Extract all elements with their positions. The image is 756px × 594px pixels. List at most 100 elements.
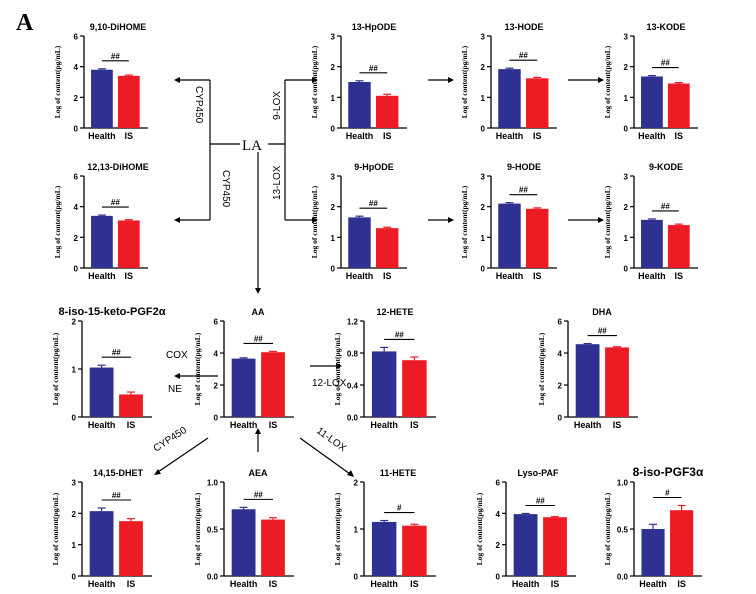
bar-health xyxy=(575,344,600,417)
y-axis-label: Log of content(pg/mL) xyxy=(460,185,469,258)
bar-is xyxy=(119,521,143,576)
chart-title: 9-HODE xyxy=(507,162,541,172)
x-tick-label: IS xyxy=(383,131,392,141)
lox13-label: 13-LOX xyxy=(272,165,283,200)
chart-lyso-paf: Lyso-PAF 0 2 4 6 Log of content(pg/mL) Health I… xyxy=(475,468,576,589)
arrow-aa-to-1415dhet xyxy=(157,437,209,473)
y-tick-label: 3 xyxy=(481,33,486,42)
significance-label: ## xyxy=(369,64,378,73)
y-tick-label: 3 xyxy=(72,479,77,488)
y-tick-label: 6 xyxy=(214,318,219,327)
y-tick-label: 1 xyxy=(331,94,336,103)
y-tick-label: 6 xyxy=(496,479,501,488)
x-tick-label: Health xyxy=(88,420,116,430)
bar-is xyxy=(670,510,694,576)
y-tick-label: 3 xyxy=(624,173,629,182)
bar-health xyxy=(498,203,521,268)
chart-9-hpode: 9-HpODE 0 1 2 3 Log of content(pg/mL) Health IS… xyxy=(310,162,407,281)
significance-label: ## xyxy=(111,198,120,207)
y-tick-label: 0 xyxy=(331,125,336,134)
y-tick-label: 0.8 xyxy=(347,350,359,359)
significance-label: ## xyxy=(112,348,121,357)
x-tick-label: IS xyxy=(613,420,622,430)
x-tick-label: Health xyxy=(512,579,540,589)
y-tick-label: 4 xyxy=(74,63,79,72)
significance-label: ## xyxy=(536,496,545,505)
panel-label: A xyxy=(16,10,34,36)
y-tick-label: 2 xyxy=(331,63,336,72)
lox9-label: 9-LOX xyxy=(272,91,283,120)
chart-14-15-dhet: 14,15-DHET 0 1 2 3 Log of content(pg/mL) Healt… xyxy=(51,468,152,589)
y-axis-label: Log of content(pg/mL) xyxy=(51,332,60,405)
y-axis-label: Log of content(pg/mL) xyxy=(193,332,202,405)
chart-title: 13-HpODE xyxy=(352,22,397,32)
chart-title: 12-HETE xyxy=(376,307,413,317)
x-tick-label: IS xyxy=(675,271,684,281)
x-tick-label: Health xyxy=(230,579,258,589)
chart-aa: AA 0 2 4 6 Log of content(pg/mL) Health IS ## xyxy=(193,307,294,430)
bar-health xyxy=(348,217,371,268)
bar-health xyxy=(89,367,114,417)
chart-title: 8-iso-15-keto-PGF2α xyxy=(58,306,165,318)
bar-is xyxy=(117,75,140,128)
chart-title: AA xyxy=(252,307,265,317)
y-axis-label: Log of content(pg/mL) xyxy=(603,45,612,118)
significance-label: ## xyxy=(661,202,670,211)
y-tick-label: 3 xyxy=(481,173,486,182)
bar-health xyxy=(513,514,538,576)
y-tick-label: 1 xyxy=(72,541,77,550)
y-tick-label: 2 xyxy=(331,203,336,212)
y-tick-label: 6 xyxy=(74,173,79,182)
y-tick-label: 0 xyxy=(481,265,486,274)
cox-label: COX xyxy=(166,350,188,361)
significance-label: ## xyxy=(395,330,404,339)
y-tick-label: 0 xyxy=(74,125,79,134)
significance-label: ## xyxy=(369,199,378,208)
chart-title: 12,13-DiHOME xyxy=(87,162,149,172)
y-axis-label: Log of content(pg/mL) xyxy=(460,45,469,118)
y-tick-label: 1 xyxy=(354,526,359,535)
bar-is xyxy=(525,208,549,268)
chart-title: AEA xyxy=(248,468,268,478)
y-axis-label: Log of content(pg/mL) xyxy=(310,185,319,258)
lox12-label: 12-LOX xyxy=(312,378,347,389)
y-tick-label: 0 xyxy=(481,125,486,134)
significance-label: ## xyxy=(519,186,528,195)
x-tick-label: IS xyxy=(125,271,134,281)
bar-health xyxy=(371,351,397,417)
chart-dha: DHA 0 2 4 6 Log of content(pg/mL) Health IS ## xyxy=(537,307,638,430)
chart-13-kode: 13-KODE 0 1 2 3 Log of content(pg/mL) Health IS… xyxy=(603,22,698,141)
y-tick-label: 2 xyxy=(354,479,359,488)
x-tick-label: IS xyxy=(127,420,136,430)
chart-title: 14,15-DHET xyxy=(93,468,144,478)
x-tick-label: IS xyxy=(677,579,686,589)
y-axis-label: Log of content(pg/mL) xyxy=(603,492,612,565)
ne-label: NE xyxy=(168,384,182,395)
y-axis-label: Log of content(pg/mL) xyxy=(333,332,342,405)
bar-is xyxy=(375,95,399,128)
significance-label: ## xyxy=(661,59,670,68)
x-tick-label: Health xyxy=(230,420,258,430)
significance-label: ## xyxy=(254,490,263,499)
chart-title: 13-KODE xyxy=(646,22,685,32)
y-tick-label: 0 xyxy=(558,414,563,423)
y-tick-label: 2 xyxy=(558,382,563,391)
x-tick-label: IS xyxy=(383,271,392,281)
chart-9-hode: 9-HODE 0 1 2 3 Log of content(pg/mL) Health IS #… xyxy=(460,162,557,281)
y-tick-label: 3 xyxy=(331,33,336,42)
y-tick-label: 1 xyxy=(624,234,629,243)
y-tick-label: 0.5 xyxy=(207,526,219,535)
y-tick-label: 4 xyxy=(74,203,79,212)
y-tick-label: 0 xyxy=(354,573,359,582)
y-tick-label: 1 xyxy=(624,94,629,103)
x-tick-label: Health xyxy=(88,271,116,281)
bar-is xyxy=(261,519,285,576)
chart-13-hode: 13-HODE 0 1 2 3 Log of content(pg/mL) Health IS… xyxy=(460,22,557,141)
y-tick-label: 0.4 xyxy=(347,382,359,391)
y-tick-label: 4 xyxy=(214,350,219,359)
chart-panels: 9,10-DiHOME 0 2 4 6 Log of content(pg/mL) Heal… xyxy=(51,22,704,589)
bar-health xyxy=(498,69,521,128)
x-tick-label: IS xyxy=(551,579,560,589)
cyp450-aa-label: CYP450 xyxy=(152,425,190,455)
